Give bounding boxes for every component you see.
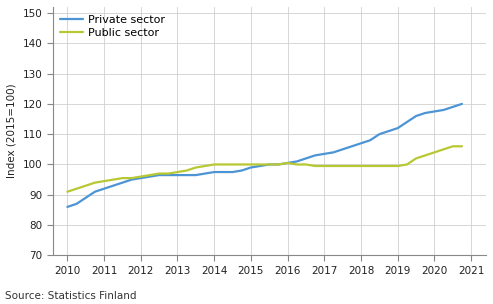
Private sector [377,132,383,136]
Private sector [184,173,190,177]
Public sector [377,164,383,168]
Private sector [165,173,171,177]
Private sector [321,152,327,156]
Public sector [413,157,419,160]
Public sector [184,169,190,172]
Private sector [450,105,456,109]
Private sector [330,150,336,154]
Public sector [202,164,208,168]
Public sector [83,184,89,188]
Public sector [92,181,98,185]
Private sector [294,160,300,163]
Private sector [202,172,208,175]
Public sector [101,179,107,183]
Private sector [211,170,217,174]
Public sector [395,164,401,168]
Private sector [284,161,290,165]
Private sector [119,181,125,185]
Public sector [239,163,245,166]
Public sector [367,164,373,168]
Private sector [220,170,226,174]
Public sector [248,163,254,166]
Public sector [431,150,437,154]
Private sector [73,202,79,206]
Public sector [220,163,226,166]
Public sector [459,144,465,148]
Public sector [65,190,70,194]
Public sector [441,147,447,151]
Public sector [73,187,79,191]
Public sector [147,173,153,177]
Private sector [248,166,254,169]
Private sector [239,169,245,172]
Public sector [211,163,217,166]
Public sector [230,163,236,166]
Private sector [312,154,318,157]
Private sector [138,176,144,180]
Public sector [276,163,282,166]
Legend: Private sector, Public sector: Private sector, Public sector [58,12,168,40]
Private sector [230,170,236,174]
Public sector [129,176,135,180]
Public sector [156,172,162,175]
Public sector [340,164,346,168]
Private sector [110,184,116,188]
Private sector [367,138,373,142]
Public sector [386,164,391,168]
Public sector [358,164,364,168]
Public sector [404,163,410,166]
Private sector [395,126,401,130]
Public sector [119,176,125,180]
Private sector [147,175,153,178]
Public sector [312,164,318,168]
Text: Source: Statistics Finland: Source: Statistics Finland [5,291,137,301]
Private sector [358,141,364,145]
Private sector [386,129,391,133]
Private sector [193,173,199,177]
Public sector [330,164,336,168]
Private sector [404,120,410,124]
Private sector [175,173,180,177]
Line: Private sector: Private sector [68,104,462,207]
Private sector [349,144,355,148]
Private sector [303,157,309,160]
Public sector [165,172,171,175]
Public sector [303,163,309,166]
Private sector [423,111,428,115]
Public sector [321,164,327,168]
Public sector [257,163,263,166]
Private sector [156,173,162,177]
Private sector [257,164,263,168]
Private sector [413,114,419,118]
Public sector [450,144,456,148]
Private sector [459,102,465,106]
Private sector [340,147,346,151]
Private sector [441,108,447,112]
Public sector [110,178,116,181]
Private sector [266,163,272,166]
Private sector [129,178,135,181]
Private sector [92,190,98,194]
Public sector [193,166,199,169]
Line: Public sector: Public sector [68,146,462,192]
Y-axis label: Index (2015=100): Index (2015=100) [7,84,17,178]
Public sector [175,170,180,174]
Public sector [284,161,290,165]
Public sector [423,154,428,157]
Public sector [294,163,300,166]
Public sector [138,175,144,178]
Private sector [83,196,89,200]
Private sector [101,187,107,191]
Public sector [266,163,272,166]
Private sector [431,110,437,113]
Private sector [65,205,70,209]
Private sector [276,163,282,166]
Public sector [349,164,355,168]
